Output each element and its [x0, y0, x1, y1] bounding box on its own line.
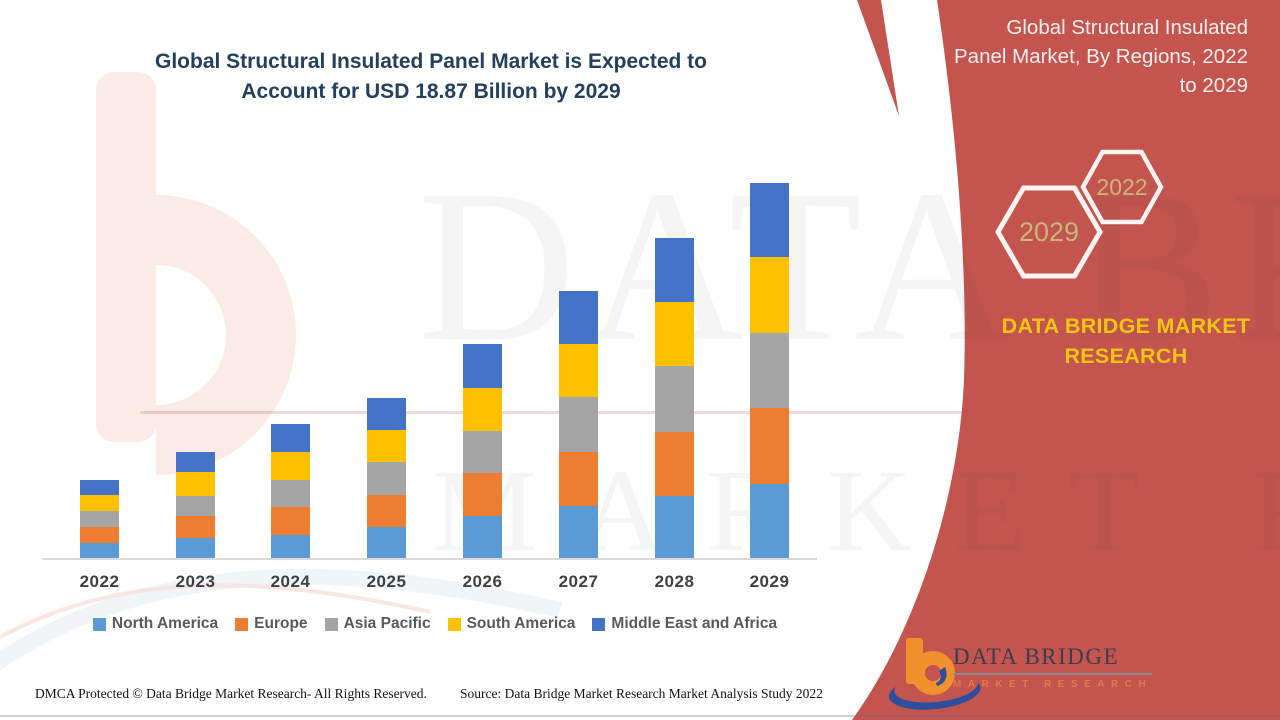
bar-segment-2022-middle-east-and-africa [80, 479, 119, 496]
logo-subtitle-text: MARKET RESEARCH [953, 679, 1153, 690]
x-axis-label-2029: 2029 [749, 572, 790, 591]
stacked-bar-2028 [655, 237, 694, 559]
side-panel-title-line2: Panel Market, By Regions, 2022 [954, 45, 1248, 68]
chart-title-line1: Global Structural Insulated Panel Market… [155, 50, 707, 73]
side-panel-title-line3: to 2029 [1179, 74, 1248, 97]
chart-title-line2: Account for USD 18.87 Billion by 2029 [241, 80, 621, 103]
bar-segment-2023-europe [176, 516, 215, 539]
bar-segment-2026-asia-pacific [463, 430, 502, 473]
stacked-bar-2027 [559, 290, 598, 559]
bar-segment-2024-asia-pacific [271, 479, 310, 508]
x-axis-label-2022: 2022 [79, 572, 120, 591]
bar-plot-area [40, 160, 830, 559]
bar-segment-2023-north-america [176, 538, 215, 559]
bar-segment-2027-asia-pacific [559, 397, 598, 453]
bar-segment-2025-north-america [367, 526, 406, 559]
bar-segment-2023-south-america [176, 472, 215, 496]
x-axis-label-2026: 2026 [462, 572, 503, 591]
legend-label: North America [111, 615, 219, 632]
legend-swatch-icon [235, 617, 249, 631]
bar-segment-2025-south-america [367, 430, 406, 463]
stacked-bar-2024 [271, 423, 310, 559]
company-logo: DATA BRIDGE MARKET RESEARCH [885, 636, 1245, 716]
bar-segment-2028-asia-pacific [655, 366, 694, 433]
bar-segment-2027-south-america [559, 344, 598, 398]
side-panel-title-line1: Global Structural Insulated [1006, 16, 1248, 39]
stacked-bar-2022 [80, 479, 119, 559]
legend-swatch-icon [447, 617, 461, 631]
bar-segment-2027-europe [559, 452, 598, 507]
bar-segment-2028-south-america [655, 301, 694, 367]
bar-segment-2029-north-america [750, 483, 789, 559]
side-panel-title: Global Structural Insulated Panel Market… [880, 13, 1248, 100]
legend-label: Europe [254, 615, 308, 632]
bar-segment-2022-europe [80, 527, 119, 544]
legend-item-asia-pacific: Asia Pacific [324, 615, 431, 633]
stacked-bar-2026 [463, 344, 502, 559]
bar-segment-2026-europe [463, 472, 502, 516]
x-axis-label-2027: 2027 [558, 572, 599, 591]
bar-segment-2024-middle-east-and-africa [271, 423, 310, 452]
bar-segment-2029-europe [750, 407, 789, 484]
bar-segment-2022-south-america [80, 495, 119, 511]
x-axis-line [42, 558, 817, 560]
source-note: Source: Data Bridge Market Research Mark… [460, 686, 823, 701]
hexagon-2022-label: 2022 [1096, 174, 1147, 200]
bar-segment-2023-asia-pacific [176, 495, 215, 517]
bar-segment-2022-north-america [80, 543, 119, 559]
legend-swatch-icon [592, 617, 606, 631]
logo-name-text: DATA BRIDGE [953, 644, 1153, 675]
legend-item-middle-east-and-africa: Middle East and Africa [592, 615, 777, 633]
decor-swoosh-line [140, 411, 962, 414]
stacked-bar-2025 [367, 398, 406, 559]
x-axis-label-2023: 2023 [175, 572, 216, 591]
hexagon-2029-label: 2029 [1019, 217, 1079, 247]
bar-segment-2029-middle-east-and-africa [750, 183, 789, 258]
bar-segment-2026-north-america [463, 516, 502, 559]
bar-segment-2027-north-america [559, 506, 598, 559]
legend-item-north-america: North America [92, 615, 219, 633]
legend-label: Asia Pacific [343, 615, 431, 632]
x-axis-label-2025: 2025 [366, 572, 407, 591]
bar-segment-2025-europe [367, 495, 406, 527]
bar-segment-2028-north-america [655, 495, 694, 559]
bar-segment-2024-north-america [271, 534, 310, 559]
chart-title: Global Structural Insulated Panel Market… [125, 47, 737, 107]
dmca-notice: DMCA Protected © Data Bridge Market Rese… [35, 686, 427, 701]
logo-wordmark: DATA BRIDGE MARKET RESEARCH [953, 644, 1153, 690]
bar-segment-2023-middle-east-and-africa [176, 451, 215, 473]
bottom-divider [0, 715, 1280, 717]
bar-segment-2028-europe [655, 432, 694, 496]
legend-item-europe: Europe [235, 615, 308, 633]
x-axis-label-2028: 2028 [654, 572, 695, 591]
bar-segment-2028-middle-east-and-africa [655, 237, 694, 302]
x-axis-label-2024: 2024 [270, 572, 311, 591]
bar-segment-2029-south-america [750, 257, 789, 333]
bar-segment-2025-asia-pacific [367, 462, 406, 496]
bar-segment-2024-europe [271, 507, 310, 535]
stacked-bar-2029 [750, 183, 789, 559]
bar-segment-2027-middle-east-and-africa [559, 290, 598, 345]
legend-swatch-icon [92, 617, 106, 631]
chart-legend: North America Europe Asia Pacific South Ame… [40, 615, 830, 633]
year-hexagons: 2029 2022 [995, 149, 1164, 279]
stacked-bar-2023 [176, 451, 215, 559]
legend-label: South America [466, 615, 576, 632]
legend-swatch-icon [324, 617, 338, 631]
bar-segment-2024-south-america [271, 451, 310, 480]
bar-segment-2022-asia-pacific [80, 510, 119, 528]
bar-segment-2025-middle-east-and-africa [367, 398, 406, 431]
legend-item-south-america: South America [447, 615, 576, 633]
bar-segment-2026-middle-east-and-africa [463, 344, 502, 388]
legend-label: Middle East and Africa [611, 615, 778, 632]
bar-segment-2029-asia-pacific [750, 332, 789, 408]
bar-segment-2026-south-america [463, 387, 502, 431]
brand-text: DATA BRIDGE MARKET RESEARCH [1001, 314, 1251, 368]
